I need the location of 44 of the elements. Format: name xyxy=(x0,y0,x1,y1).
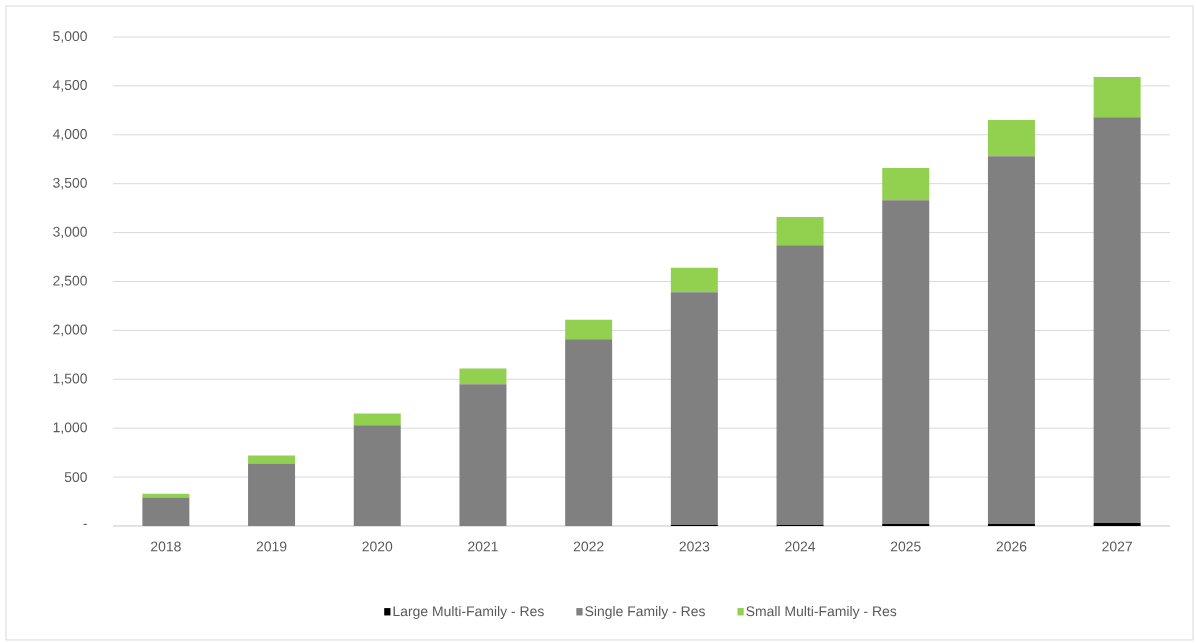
x-tick-label: 2019 xyxy=(256,541,287,552)
y-tick-label: 500 xyxy=(64,472,87,483)
bar xyxy=(1093,523,1141,526)
x-tick-label: 2025 xyxy=(890,541,921,552)
y-tick-label: 3,000 xyxy=(53,226,87,239)
bar xyxy=(565,339,613,526)
bar xyxy=(987,156,1035,525)
bar xyxy=(565,319,613,340)
bar xyxy=(776,216,824,246)
bar xyxy=(987,120,1035,157)
x-tick-label: 2021 xyxy=(468,541,498,552)
bar xyxy=(882,200,930,525)
bar xyxy=(1093,77,1141,118)
bar xyxy=(353,413,401,426)
legend-label: Small Multi-Family - Res xyxy=(746,605,897,619)
y-tick-label: 2,500 xyxy=(53,275,87,288)
bar xyxy=(248,463,296,526)
bar xyxy=(142,493,190,498)
x-tick-label: 2026 xyxy=(996,541,1027,552)
x-tick-label: 2027 xyxy=(1102,541,1132,552)
bar xyxy=(353,425,401,526)
y-tick-label: 5,000 xyxy=(53,31,87,43)
bar xyxy=(882,168,930,201)
x-tick-label: 2024 xyxy=(785,541,816,552)
y-tick-label: 1,000 xyxy=(53,422,87,434)
x-tick-label: 2018 xyxy=(151,541,181,552)
bar xyxy=(459,384,507,526)
x-tick-label: 2020 xyxy=(362,541,393,552)
y-tick-label: 3,500 xyxy=(53,177,87,190)
y-tick-label: 4,000 xyxy=(52,129,87,141)
y-tick-label: 1,500 xyxy=(53,373,87,386)
bar xyxy=(776,245,824,526)
x-tick-label: 2023 xyxy=(679,541,710,552)
y-tick-label: - xyxy=(83,523,87,525)
y-tick-label: 4,500 xyxy=(52,80,87,92)
bar xyxy=(670,292,718,526)
bar xyxy=(1093,117,1141,524)
y-tick-label: 2,000 xyxy=(53,324,87,337)
bar xyxy=(142,497,190,526)
bar xyxy=(670,267,718,293)
legend-label: Single Family - Res xyxy=(585,605,705,619)
bar xyxy=(459,368,507,385)
x-tick-label: 2022 xyxy=(573,541,604,552)
legend-label: Large Multi-Family - Res xyxy=(393,605,544,619)
